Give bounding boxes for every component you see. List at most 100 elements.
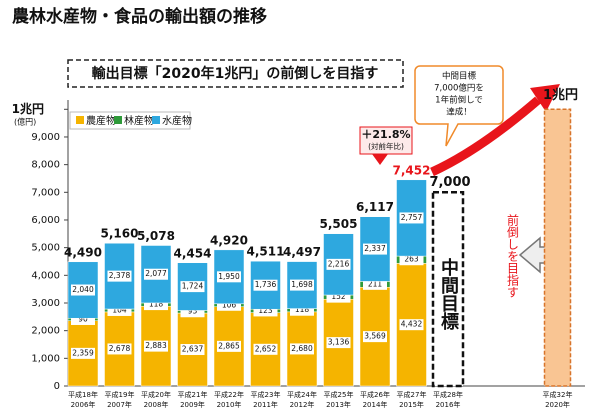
value-label: 123 (258, 306, 273, 315)
value-label-box (107, 270, 132, 282)
total-label: 4,497 (283, 245, 321, 259)
y-tick-label: 5,000 (31, 243, 60, 254)
x-tick-label: 平成23年 (251, 390, 281, 399)
value-label: 2,680 (291, 344, 313, 353)
total-label: 6,117 (356, 200, 394, 214)
value-label-box (363, 278, 387, 290)
x-tick-label: 平成18年 (68, 390, 98, 399)
value-label: 90 (78, 314, 88, 323)
value-label-box (399, 212, 424, 224)
y-tick-label: 4,000 (31, 270, 60, 281)
total-label: 5,160 (101, 227, 139, 241)
x-tick-label: 平成20年 (141, 390, 171, 399)
value-label-box (180, 306, 205, 318)
value-label-box (144, 268, 168, 280)
target-bar (543, 108, 572, 387)
x-tick-label: 平成28年 (433, 390, 463, 399)
target-label: 7,000 (429, 175, 470, 190)
value-label: 152 (331, 292, 346, 301)
value-label-box (326, 291, 351, 303)
x-tick-label: 平成22年 (214, 390, 244, 399)
x-tick-label: 平成25年 (324, 390, 354, 399)
y-tick-label: 0 (54, 381, 60, 392)
y-tick-label: 1兆円 (12, 101, 44, 116)
value-label-box (253, 279, 278, 291)
value-label-box (399, 254, 424, 266)
total-label: 7,452 (393, 163, 431, 177)
x-tick-label: 2007年 (107, 400, 132, 409)
red-arrowhead (530, 84, 560, 112)
chart-title: 農林水産物・食品の輸出額の推移 (12, 6, 267, 27)
value-label: 2,216 (328, 259, 350, 268)
total-label: 4,490 (64, 245, 102, 259)
value-label: 118 (149, 300, 164, 309)
legend-swatch (114, 116, 122, 124)
value-label-box (71, 347, 95, 359)
value-label: 4,432 (401, 320, 423, 329)
value-label-box (326, 258, 351, 270)
value-label: 2,077 (145, 269, 167, 278)
x-tick-label: 2006年 (71, 400, 96, 409)
banner: 輸出目標「2020年1兆円」の前倒しを目指す (92, 65, 379, 82)
value-label: 118 (295, 305, 310, 314)
arrow-text: 前倒しを目指す (506, 213, 520, 298)
x-tick-label: 平成27年 (397, 390, 427, 399)
value-label-box (71, 313, 95, 325)
x-tick-label: 平成24年 (287, 390, 317, 399)
x-tick-label: 2013年 (326, 400, 351, 409)
value-label: 2,637 (182, 345, 204, 354)
value-label-box (180, 281, 205, 293)
y-tick-label: 3,000 (31, 298, 60, 309)
y-tick-label: 2,000 (31, 326, 60, 337)
y-tick-label: 1,000 (31, 353, 60, 364)
value-label: 2,757 (401, 213, 423, 222)
total-label: 5,078 (137, 229, 175, 243)
value-label-box (290, 343, 314, 355)
total-label: 4,920 (210, 233, 248, 247)
callout-line: 1年前倒しで (435, 95, 483, 106)
callout-line: 中間目標 (442, 71, 477, 82)
value-label-box (71, 284, 95, 296)
value-label: 2,678 (109, 344, 131, 353)
value-label-box (326, 337, 351, 349)
legend-swatch (152, 116, 160, 124)
x-tick-label: 平成21年 (178, 390, 208, 399)
value-label: 2,865 (218, 341, 240, 350)
value-label: 211 (368, 279, 383, 288)
value-label-box (217, 271, 241, 283)
value-label: 2,883 (145, 341, 167, 350)
total-label: 4,511 (247, 245, 285, 259)
x-tick-label: 2008年 (144, 400, 169, 409)
value-label: 2,337 (364, 244, 386, 253)
y-tick-label: 8,000 (31, 160, 60, 171)
value-label-box (180, 344, 205, 356)
growth-pointer (372, 154, 388, 165)
callout-line: 達成！ (446, 107, 472, 118)
total-label: 5,505 (320, 217, 358, 231)
y-tick-label: 7,000 (31, 187, 60, 198)
y-tick-label: 9,000 (31, 132, 60, 143)
x-tick-label: 2016年 (436, 400, 461, 409)
value-label-box (107, 304, 132, 316)
legend-label: 水産物 (162, 114, 192, 127)
y-unit: (億円) (14, 117, 36, 127)
growth-box (359, 126, 413, 155)
legend-label: 林産物 (124, 114, 154, 127)
value-label-box (217, 299, 241, 311)
target-label: 1兆円 (543, 87, 578, 103)
value-label-box (217, 340, 241, 352)
x-tick-label: 2020年 (545, 400, 570, 409)
value-label: 93 (188, 307, 198, 316)
value-label: 106 (222, 300, 237, 309)
value-label: 2,359 (72, 348, 94, 357)
value-label-box (144, 299, 168, 311)
y-tick-label: 6,000 (31, 215, 60, 226)
value-label: 3,569 (364, 332, 386, 341)
value-label-box (253, 305, 278, 317)
x-tick-label: 2010年 (217, 400, 242, 409)
x-tick-label: 2009年 (180, 400, 205, 409)
x-tick-label: 平成26年 (360, 390, 390, 399)
value-label-box (144, 340, 168, 352)
value-label-box (363, 243, 387, 255)
